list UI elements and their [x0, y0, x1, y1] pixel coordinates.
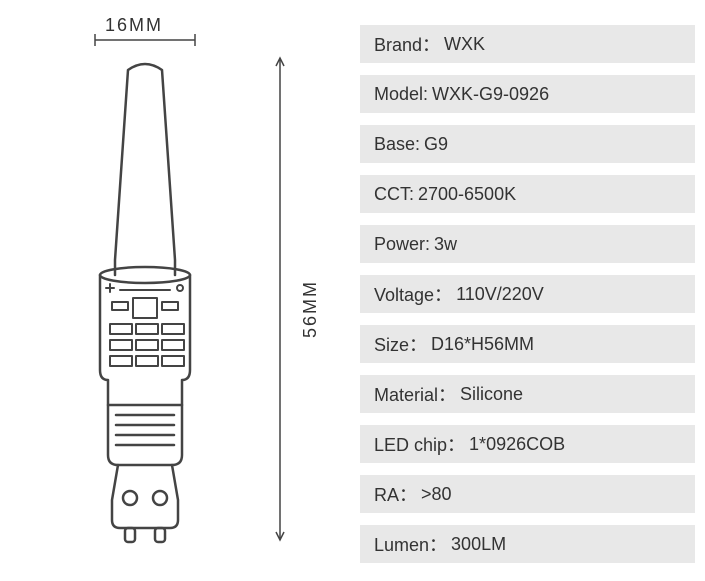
- spec-value: >80: [421, 484, 452, 505]
- spec-row-voltage: Voltage： 110V/220V: [360, 275, 695, 313]
- spec-value: WXK: [444, 34, 485, 55]
- spec-label: Brand：: [374, 31, 440, 57]
- spec-row-ledchip: LED chip： 1*0926COB: [360, 425, 695, 463]
- spec-row-model: Model: WXK-G9-0926: [360, 75, 695, 113]
- spec-label: Power:: [374, 234, 430, 255]
- spec-value: 2700-6500K: [418, 184, 516, 205]
- spec-row-ra: RA： >80: [360, 475, 695, 513]
- spec-label: Lumen：: [374, 531, 447, 557]
- spec-row-material: Material： Silicone: [360, 375, 695, 413]
- spec-value: Silicone: [460, 384, 523, 405]
- spec-row-cct: CCT: 2700-6500K: [360, 175, 695, 213]
- spec-label: Base:: [374, 134, 420, 155]
- diagram-panel: 16MM 56MM: [0, 0, 350, 581]
- spec-label: Size：: [374, 331, 427, 357]
- bulb-diagram: [0, 0, 350, 581]
- spec-row-brand: Brand： WXK: [360, 25, 695, 63]
- spec-row-base: Base: G9: [360, 125, 695, 163]
- spec-value: WXK-G9-0926: [432, 84, 549, 105]
- spec-value: 1*0926COB: [469, 434, 565, 455]
- spec-value: 110V/220V: [456, 284, 544, 305]
- spec-value: 3w: [434, 234, 457, 255]
- spec-label: RA：: [374, 481, 417, 507]
- spec-row-power: Power: 3w: [360, 225, 695, 263]
- spec-label: Voltage：: [374, 281, 452, 307]
- spec-label: Model:: [374, 84, 428, 105]
- spec-value: G9: [424, 134, 448, 155]
- spec-value: 300LM: [451, 534, 506, 555]
- spec-row-size: Size： D16*H56MM: [360, 325, 695, 363]
- spec-label: CCT:: [374, 184, 414, 205]
- specs-table: Brand： WXK Model: WXK-G9-0926 Base: G9 C…: [350, 0, 705, 581]
- spec-label: LED chip：: [374, 431, 465, 457]
- spec-row-lumen: Lumen： 300LM: [360, 525, 695, 563]
- spec-label: Material：: [374, 381, 456, 407]
- spec-value: D16*H56MM: [431, 334, 534, 355]
